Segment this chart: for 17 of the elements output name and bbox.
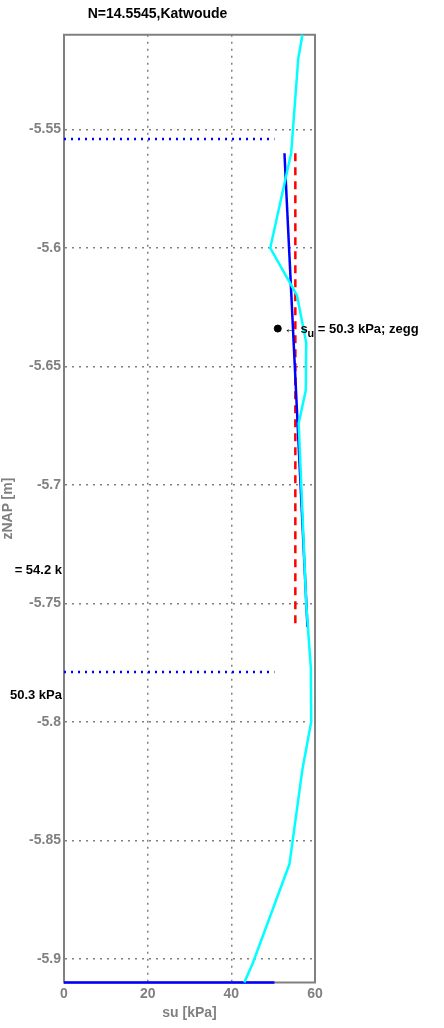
text: = 54.2 k	[14, 562, 62, 579]
y-axis-title: zNAP [m]	[0, 477, 16, 540]
chart-title: N=14.5545,Katwoude	[87, 5, 228, 22]
y-tick-label: -5.65	[29, 357, 62, 374]
y-tick-label: -5.9	[36, 949, 62, 966]
y-tick-label: -5.75	[29, 594, 62, 611]
x-tick-label: 40	[223, 984, 240, 1001]
y-tick-label: -5.7	[36, 475, 62, 492]
x-tick-label: 60	[307, 984, 323, 1001]
x-tick-label: 0	[60, 984, 69, 1001]
text: 50.3 kPa	[9, 687, 62, 704]
y-tick-label: -5.55	[29, 120, 62, 137]
x-tick-label: 20	[139, 984, 156, 1001]
x-axis-title: su [kPa]	[162, 1004, 217, 1021]
y-tick-label: -5.85	[29, 831, 62, 848]
y-tick-label: -5.8	[36, 712, 62, 729]
y-tick-label: -5.6	[36, 238, 62, 255]
